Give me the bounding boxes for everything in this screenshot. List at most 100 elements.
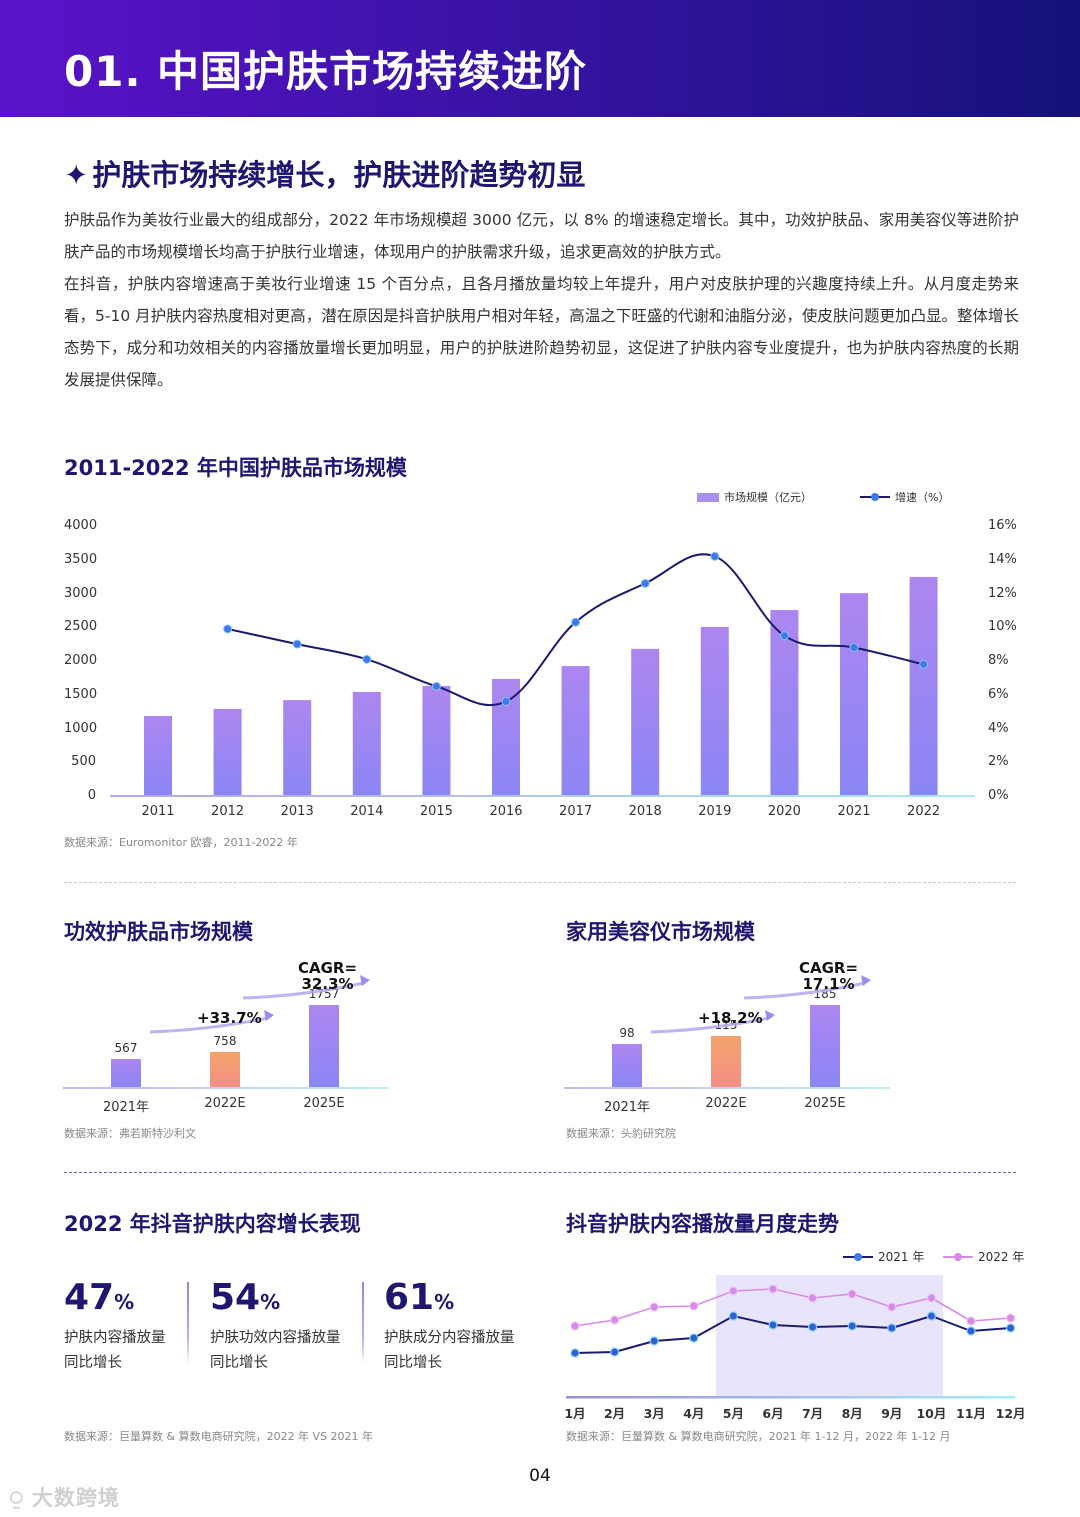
growth-point	[710, 551, 720, 561]
point-2022	[966, 1316, 976, 1326]
growth-point	[292, 639, 302, 649]
main-chart-legend-line: 增速（%）	[860, 489, 949, 505]
right-axis-tick: 8%	[988, 653, 1009, 668]
bar-value-label: 758	[213, 1033, 237, 1048]
x-axis-tick: 2022	[907, 804, 941, 819]
bar-2022	[909, 576, 938, 796]
device-chart-source: 数据来源：头豹研究院	[566, 1127, 676, 1140]
intro-paragraph-2: 在抖音，护肤内容增速高于美妆行业增速 15 个百分点，且各月播放量均较上年提升，…	[64, 275, 1019, 389]
bar-2025E	[810, 1005, 840, 1087]
x-axis-tick: 2021年	[603, 1100, 651, 1115]
point-2021	[926, 1311, 937, 1321]
legend-label: 2022 年	[978, 1250, 1025, 1264]
point-2022	[807, 1293, 818, 1303]
growth-point	[571, 617, 581, 627]
x-axis-tick: 2025E	[303, 1096, 345, 1111]
stat-label: 护肤内容播放量	[64, 1330, 166, 1346]
cagr-annotation: CAGR= 32.3%	[298, 959, 358, 993]
month-tick: 12月	[995, 1406, 1026, 1421]
main-chart-source: 数据来源：Euromonitor 欧睿，2011-2022 年	[64, 836, 298, 849]
growth-point	[362, 654, 372, 664]
legend-label: 市场规模（亿元）	[724, 491, 812, 504]
sparkle-icon: ✦	[64, 158, 89, 192]
header-banner: 01. 中国护肤市场持续进阶	[0, 0, 1080, 117]
month-tick: 1月	[564, 1406, 586, 1421]
point-2022	[609, 1315, 620, 1325]
point-2022	[847, 1289, 857, 1299]
point-2021	[728, 1311, 739, 1321]
point-2022	[689, 1301, 699, 1311]
x-axis-tick: 2022E	[705, 1096, 747, 1111]
x-axis-tick: 2020	[767, 804, 801, 819]
main-chart-title: 2011-2022 年中国护肤品市场规模	[64, 456, 407, 480]
month-tick: 7月	[801, 1406, 824, 1421]
growth-point	[779, 631, 789, 641]
watermark-logo: ⍜ 大数跨境	[10, 1486, 120, 1510]
monthly-chart-title: 抖音护肤内容播放量月度走势	[566, 1212, 839, 1236]
line-marker-icon	[860, 492, 890, 502]
bar-2022E	[210, 1051, 240, 1087]
stat-value: 61	[384, 1277, 435, 1318]
left-axis-tick: 4000	[64, 518, 98, 533]
growth-point	[501, 697, 511, 706]
x-axis-tick: 2018	[628, 804, 662, 819]
point-2021	[570, 1348, 580, 1358]
x-axis-tick: 2013	[280, 804, 314, 819]
bar-2012	[213, 708, 242, 796]
growth-point	[849, 643, 859, 652]
month-tick: 11月	[956, 1406, 986, 1421]
x-axis-tick: 2015	[419, 804, 453, 819]
left-axis-tick: 500	[71, 754, 96, 770]
bar-2017	[561, 666, 590, 796]
efficacy-chart-source: 数据来源：弗若斯特沙利文	[64, 1127, 196, 1140]
right-axis-tick: 2%	[988, 754, 1009, 770]
month-tick: 8月	[841, 1406, 863, 1421]
point-2021	[807, 1322, 818, 1332]
bar-2021	[840, 593, 868, 796]
bar-2025E	[309, 1005, 339, 1087]
point-2022	[649, 1302, 659, 1312]
stat-value: 47	[64, 1277, 115, 1318]
x-axis-line	[63, 1087, 389, 1089]
point-2022	[926, 1293, 937, 1303]
stat-divider	[362, 1282, 364, 1364]
x-axis-tick: 2025E	[804, 1096, 846, 1111]
watermark-icon: ⍜	[10, 1486, 32, 1510]
stat-ingredient-views: 61% 护肤成分内容播放量 同比增长	[384, 1276, 515, 1376]
legend-label: 2021 年	[878, 1250, 925, 1264]
x-axis-tick: 2022E	[204, 1096, 246, 1111]
growth-stats-source: 数据来源：巨量算数 & 算数电商研究院，2022 年 VS 2021 年	[64, 1430, 374, 1443]
left-axis-tick: 3000	[64, 585, 98, 601]
stat-label: 护肤成分内容播放量	[384, 1330, 515, 1346]
point-2021	[966, 1326, 976, 1336]
monthly-chart-source: 数据来源：巨量算数 & 算数电商研究院，2021 年 1-12 月，2022 年…	[566, 1430, 951, 1443]
page-number: 04	[529, 1466, 551, 1486]
left-axis-tick: 0	[87, 788, 96, 803]
bar-value-label: 98	[619, 1025, 635, 1040]
point-2021	[768, 1320, 778, 1330]
section-heading-text: 护肤市场持续增长，护肤进阶趋势初显	[92, 158, 586, 192]
month-tick: 6月	[762, 1406, 784, 1421]
stat-content-views: 47% 护肤内容播放量 同比增长	[64, 1276, 166, 1376]
x-axis-tick: 2021年	[102, 1100, 150, 1115]
x-axis-tick: 2019	[698, 804, 732, 819]
bar-value-label: 567	[114, 1041, 138, 1055]
stat-label: 同比增长	[210, 1355, 268, 1371]
left-axis-tick: 3500	[64, 551, 98, 567]
point-2021	[1005, 1323, 1016, 1333]
growth-point	[640, 578, 650, 588]
monthly-legend-2021: 2021 年	[843, 1248, 924, 1265]
divider	[64, 882, 1016, 883]
right-axis-tick: 16%	[988, 518, 1017, 533]
right-axis-tick: 12%	[988, 585, 1017, 601]
bar-2021年	[111, 1059, 141, 1087]
bar-swatch-icon	[697, 492, 719, 502]
bar-2018	[631, 648, 660, 796]
left-axis-tick: 2500	[64, 619, 98, 635]
point-2022	[1005, 1313, 1016, 1323]
yoy-annotation: +18.2%	[698, 1009, 763, 1027]
x-axis-tick: 2016	[489, 804, 523, 819]
right-axis-tick: 10%	[988, 619, 1017, 635]
x-axis-tick: 2017	[559, 804, 593, 819]
